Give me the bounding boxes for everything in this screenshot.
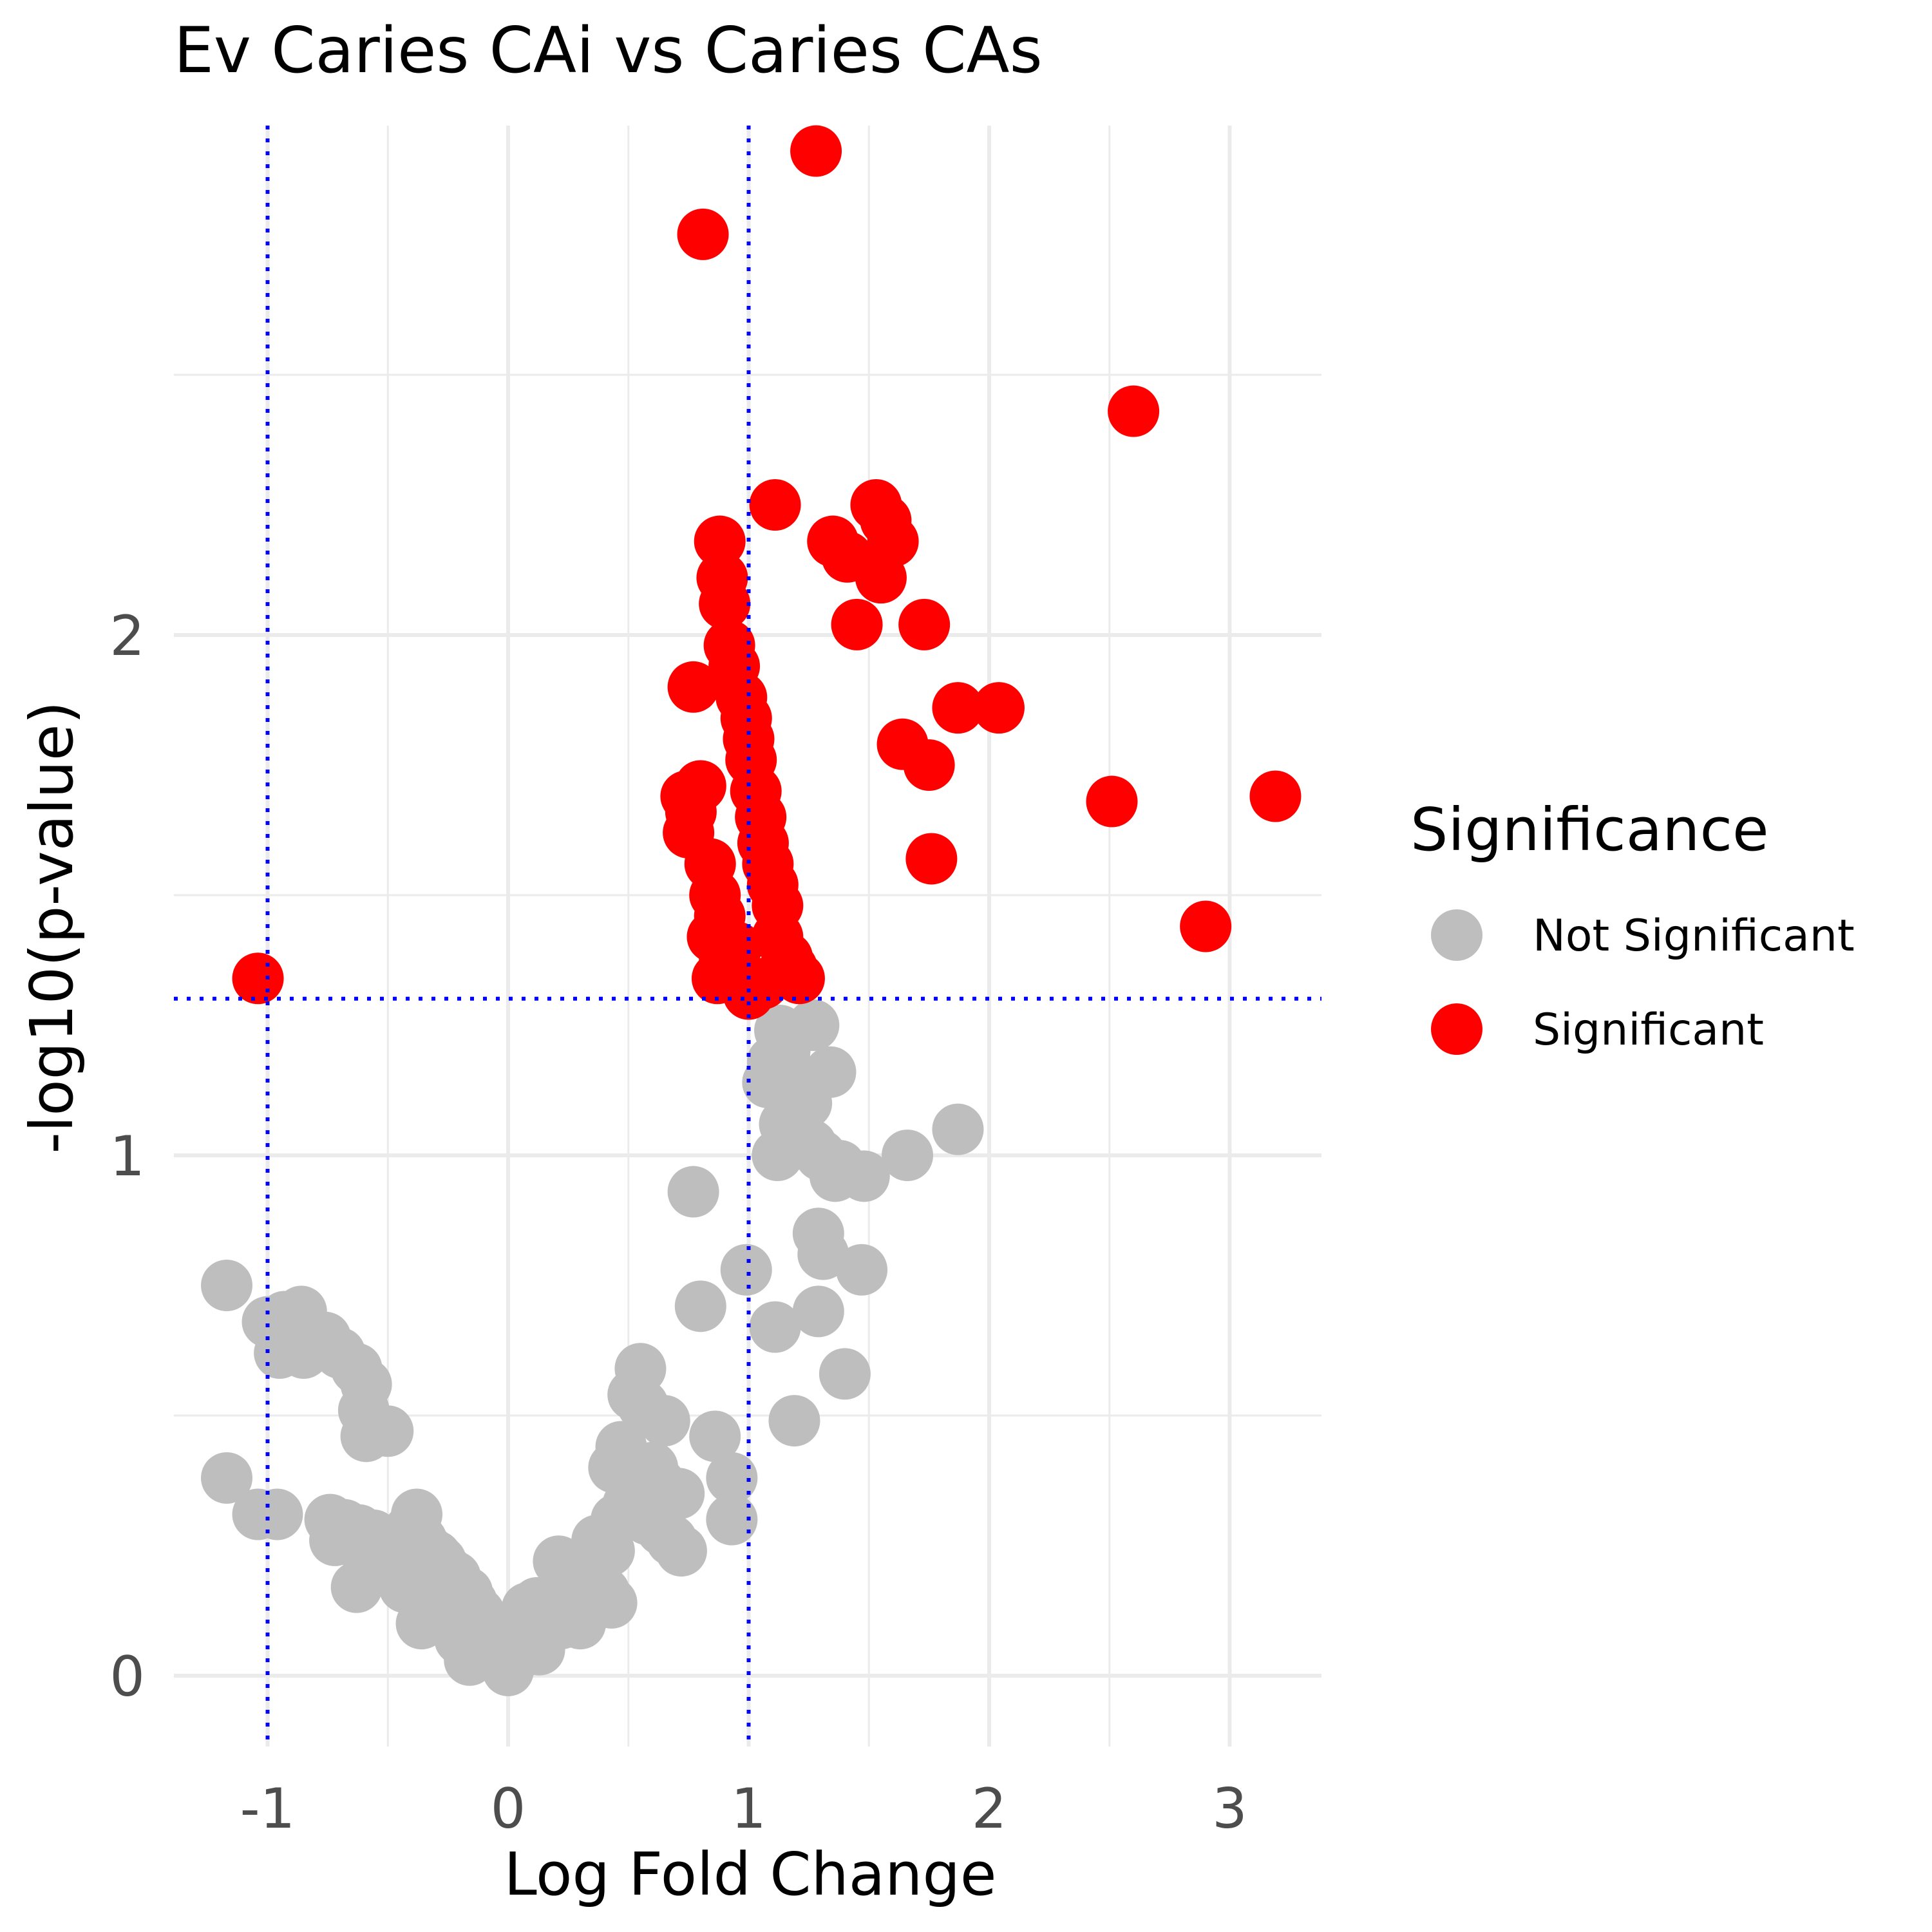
- not-significant-point: [804, 1046, 857, 1098]
- not-significant-points: [201, 999, 984, 1696]
- x-axis-label: Log Fold Change: [504, 1840, 997, 1909]
- y-tick-label: 0: [109, 1645, 145, 1709]
- not-significant-point: [330, 1561, 383, 1613]
- y-axis-label: -log10(p-value): [17, 701, 86, 1154]
- not-significant-point: [838, 1150, 890, 1202]
- significant-point: [1086, 775, 1138, 828]
- not-significant-point: [232, 1488, 284, 1540]
- significant-point: [694, 515, 746, 567]
- not-significant-point: [792, 1285, 844, 1338]
- not-significant-point: [819, 1348, 871, 1400]
- legend-key-significant: [1431, 1003, 1482, 1055]
- significant-point: [699, 578, 751, 630]
- significant-point: [1249, 770, 1302, 822]
- significant-point: [855, 552, 907, 604]
- x-tick-label: 1: [731, 1777, 766, 1841]
- not-significant-point: [749, 1301, 801, 1353]
- significant-point: [749, 479, 801, 531]
- not-significant-point: [882, 1130, 934, 1181]
- x-tick-label: 0: [491, 1777, 526, 1841]
- not-significant-point: [319, 1499, 371, 1551]
- not-significant-point: [706, 1493, 758, 1546]
- not-significant-point: [201, 1452, 253, 1504]
- legend: Significance Not Significant Significant: [1410, 795, 1855, 1056]
- legend-title: Significance: [1410, 795, 1769, 864]
- not-significant-point: [742, 1056, 794, 1108]
- not-significant-point: [201, 1260, 253, 1311]
- y-tick-label: 1: [109, 1124, 145, 1189]
- legend-label-significant: Significant: [1533, 1005, 1764, 1056]
- not-significant-point: [768, 1395, 820, 1447]
- not-significant-point: [932, 1103, 984, 1155]
- x-tick-label: 3: [1212, 1777, 1247, 1841]
- significant-point: [677, 208, 729, 260]
- not-significant-point: [720, 1244, 772, 1296]
- significant-point: [1180, 900, 1232, 952]
- significant-point: [710, 921, 762, 973]
- legend-key-not-significant: [1431, 909, 1482, 961]
- chart-title: Ev Caries CAi vs Caries CAs: [174, 14, 1043, 88]
- not-significant-point: [836, 1244, 888, 1296]
- significant-point: [903, 739, 955, 791]
- not-significant-point: [655, 1525, 707, 1577]
- legend-label-not-significant: Not Significant: [1533, 911, 1855, 961]
- significant-point: [972, 682, 1025, 734]
- y-tick-labels: 0 1 2: [109, 604, 145, 1709]
- significant-point: [932, 682, 984, 734]
- y-tick-label: 2: [109, 604, 145, 668]
- not-significant-point: [667, 1166, 719, 1218]
- significant-point: [905, 833, 958, 885]
- significant-point: [790, 125, 842, 177]
- significant-point: [1108, 385, 1160, 437]
- significant-point: [232, 952, 284, 1005]
- not-significant-point: [275, 1285, 327, 1338]
- not-significant-point: [689, 1410, 741, 1463]
- x-tick-label: 2: [972, 1777, 1007, 1841]
- significant-point: [898, 598, 951, 650]
- x-tick-label: -1: [240, 1777, 296, 1841]
- significant-point: [667, 661, 719, 713]
- not-significant-point: [752, 1130, 804, 1181]
- x-tick-labels: -1 0 1 2 3: [240, 1777, 1247, 1841]
- not-significant-point: [706, 1452, 758, 1504]
- not-significant-point: [638, 1395, 690, 1447]
- not-significant-point: [391, 1488, 443, 1540]
- threshold-lines: [174, 126, 1321, 1747]
- significant-point: [737, 958, 789, 1010]
- significant-points: [232, 125, 1302, 1020]
- significant-point: [831, 598, 883, 650]
- not-significant-point: [674, 1280, 726, 1332]
